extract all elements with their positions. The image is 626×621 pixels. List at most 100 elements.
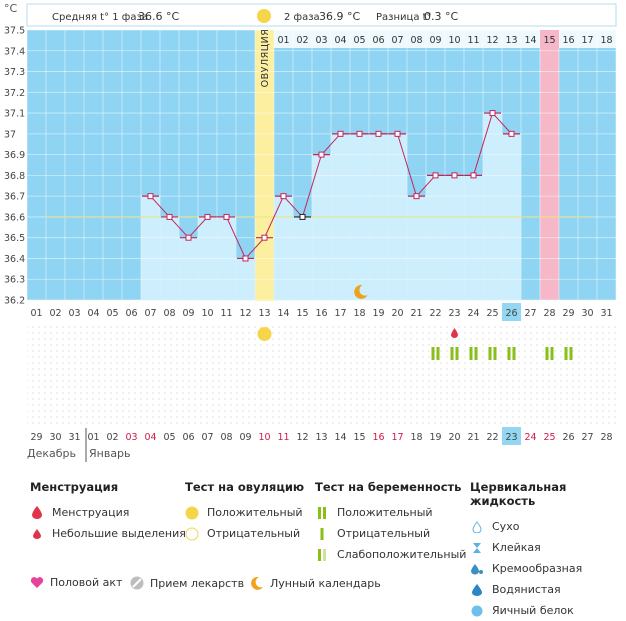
pregnancy-test-icon xyxy=(507,347,511,360)
date-label-bottom: 23 xyxy=(505,432,517,443)
date-label-bottom: 16 xyxy=(372,432,384,443)
sticky-icon xyxy=(470,541,484,555)
cycle-day-label: 12 xyxy=(486,35,498,46)
legend-item: Положительный xyxy=(185,502,304,523)
legend-pregnancy-title: Тест на беременность xyxy=(315,480,462,494)
cycle-day-highlight xyxy=(540,30,559,48)
temperature-point xyxy=(166,213,173,220)
legend-label: Отрицательный xyxy=(337,527,431,540)
cycle-day-label: 04 xyxy=(334,35,346,46)
temperature-bar xyxy=(482,112,503,301)
legend-ovulation-test: Тест на овуляцию Положительный Отрицател… xyxy=(185,480,304,544)
cycle-day-label: 14 xyxy=(524,35,536,46)
date-label-top: 24 xyxy=(467,308,479,319)
date-label-bottom: 27 xyxy=(581,432,593,443)
legend-menstruation-title: Менструация xyxy=(30,480,119,494)
date-label-top: 12 xyxy=(239,308,251,319)
symbols-grid xyxy=(27,323,616,426)
date-label-bottom: 17 xyxy=(391,432,403,443)
pregnancy-test-icon xyxy=(569,347,573,360)
cycle-day-row: ОВУЛЯЦИЯ 01 02 03 04 05 06 07 08 09 10 11 12 13 14 15 16… xyxy=(260,29,616,88)
y-tick-label: 37.5 xyxy=(4,26,25,37)
temperature-point xyxy=(508,130,515,137)
y-tick-label: 37.4 xyxy=(4,46,25,57)
date-label-top: 14 xyxy=(277,308,289,319)
legend-medication: Прием лекарств xyxy=(130,576,244,590)
ovulation-sun-icon xyxy=(257,9,271,23)
date-label-top: 07 xyxy=(144,308,156,319)
legend-item: Слабоположительный xyxy=(315,544,466,565)
phase1-value: 36.6 °C xyxy=(138,10,179,23)
temperature-point xyxy=(223,213,230,220)
temperature-point xyxy=(470,172,477,179)
date-label-top: 11 xyxy=(220,308,232,319)
legend-item: Клейкая xyxy=(470,537,626,558)
date-label-bottom: 09 xyxy=(239,432,251,443)
cycle-day-label: 02 xyxy=(296,35,308,46)
moon-icon xyxy=(251,576,263,590)
date-label-top: 03 xyxy=(68,308,80,319)
date-label-bottom: 25 xyxy=(543,432,555,443)
temperature-point xyxy=(337,130,344,137)
legend-item: Отрицательный xyxy=(185,523,304,544)
y-tick-label: 37.3 xyxy=(4,67,25,78)
y-tick-label: 37.2 xyxy=(4,88,25,99)
legend-cervical-fluid: Цервикальная жидкость Сухо Клейкая Кремо… xyxy=(470,480,626,621)
date-label-bottom: 15 xyxy=(353,432,365,443)
cycle-day-band xyxy=(274,30,616,48)
legend-label: Положительный xyxy=(207,506,303,519)
weak-positive-test-icon xyxy=(315,548,329,562)
today-highlight-bottom xyxy=(502,427,521,445)
temperature-point xyxy=(147,193,154,200)
legend-label: Яичный белок xyxy=(492,604,574,617)
legend-label: Отрицательный xyxy=(207,527,301,540)
temperature-point xyxy=(451,172,458,179)
cycle-day-label: 01 xyxy=(277,35,289,46)
legend-label: Половой акт xyxy=(50,576,123,589)
watery-drop-icon xyxy=(470,583,484,597)
date-label-top: 18 xyxy=(353,308,365,319)
temperature-point xyxy=(261,234,268,241)
small-drop-icon xyxy=(30,527,44,541)
egg-white-icon xyxy=(470,604,484,618)
date-axis-top: 01 02 03 04 05 06 07 08 09 10 11 12 13 14 15 16 17 18 19 20… xyxy=(30,303,613,321)
cycle-day-label: 06 xyxy=(372,35,384,46)
legend-item: Водянистая xyxy=(470,579,626,600)
date-label-bottom: 02 xyxy=(106,432,118,443)
menstruation-column xyxy=(540,30,559,300)
date-label-top: 15 xyxy=(296,308,308,319)
date-label-bottom: 31 xyxy=(68,432,80,443)
pregnancy-test-icon xyxy=(469,347,473,360)
legend-item: Кремообразная xyxy=(470,558,626,579)
phase2-label: 2 фаза xyxy=(284,12,320,23)
chart-header: °C Средняя t° 1 фаза 36.6 °C 2 фаза 36.9… xyxy=(4,2,617,27)
today-highlight xyxy=(502,303,521,321)
y-tick-label: 36.5 xyxy=(4,233,25,244)
date-label-top: 19 xyxy=(372,308,384,319)
legend-item: Отрицательный xyxy=(315,523,466,544)
pregnancy-test-icon xyxy=(493,347,497,360)
temperature-point xyxy=(394,130,401,137)
bbt-chart: °C Средняя t° 1 фаза 36.6 °C 2 фаза 36.9… xyxy=(4,2,617,462)
temperature-point xyxy=(318,151,325,158)
date-label-bottom: 11 xyxy=(277,432,289,443)
negative-sun-icon xyxy=(185,527,199,541)
ovulation-vertical-label: ОВУЛЯЦИЯ xyxy=(260,29,271,88)
date-label-bottom: 19 xyxy=(429,432,441,443)
phase1-label: Средняя t° 1 фаза xyxy=(52,12,148,23)
date-label-top: 20 xyxy=(391,308,403,319)
date-label-top: 21 xyxy=(410,308,422,319)
date-label-top: 23 xyxy=(448,308,460,319)
cycle-day-label: 17 xyxy=(581,35,593,46)
date-label-top: 27 xyxy=(524,308,536,319)
grid-lines xyxy=(26,29,617,301)
cycle-day-label: 10 xyxy=(448,35,460,46)
date-axis-bottom: 29 30 31 01 02 03 04 05 06 07 08 09 10 11 12 13 14 15 16 17… xyxy=(30,427,613,445)
cycle-day-label: 08 xyxy=(410,35,422,46)
legend-label: Положительный xyxy=(337,506,433,519)
ovulation-test-positive-icon xyxy=(257,327,272,341)
negative-test-icon xyxy=(315,527,329,541)
date-label-bottom: 13 xyxy=(315,432,327,443)
date-label-top: 28 xyxy=(543,308,555,319)
temperature-point xyxy=(280,193,287,200)
